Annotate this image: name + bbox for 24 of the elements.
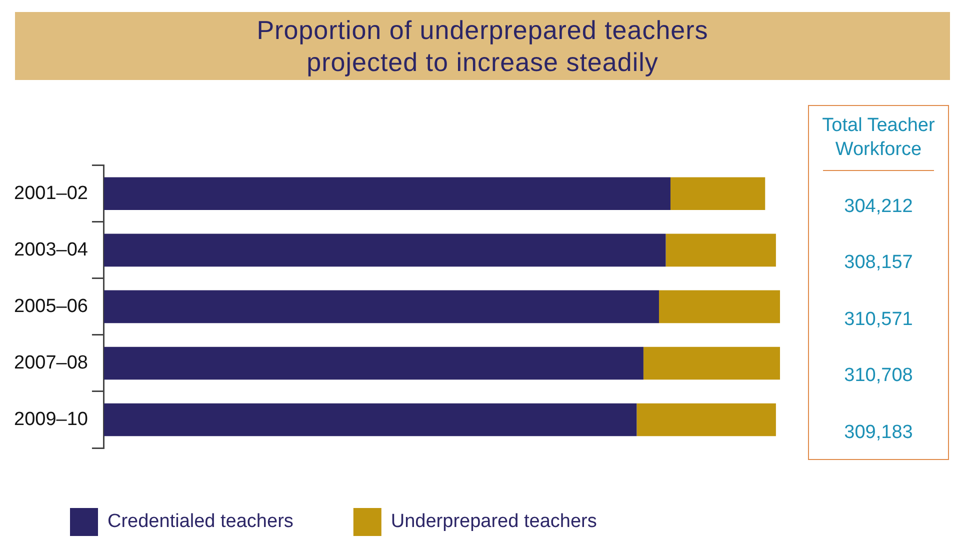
y-tick-label: 2007–08 [14, 352, 88, 374]
y-tick-label: 2005–06 [14, 296, 88, 317]
bar [104, 346, 644, 380]
bar [658, 290, 780, 324]
bar [104, 290, 659, 324]
bar [636, 403, 776, 436]
text: Total Teacher Workforce [821, 114, 936, 162]
text: 310,571 [843, 308, 914, 331]
text: 309,183 [843, 422, 914, 444]
y-tick-label: 2001–02 [14, 182, 88, 204]
y-tick-label: 2009–10 [14, 408, 88, 430]
bar [670, 177, 766, 210]
text: 304,212 [843, 196, 914, 218]
legend-label: Underprepared teachers [390, 511, 597, 532]
bar [104, 177, 670, 210]
bar [643, 346, 780, 380]
y-tick-label: 2003–04 [14, 239, 88, 260]
text: 308,157 [843, 252, 914, 274]
text: 310,708 [843, 365, 914, 388]
chart-title: Proportion of underprepared teachers projected to increase steadily [256, 14, 710, 78]
bar [666, 234, 776, 267]
bar [104, 234, 666, 267]
bar [104, 403, 637, 436]
legend-label: Credentialed teachers [108, 511, 294, 532]
